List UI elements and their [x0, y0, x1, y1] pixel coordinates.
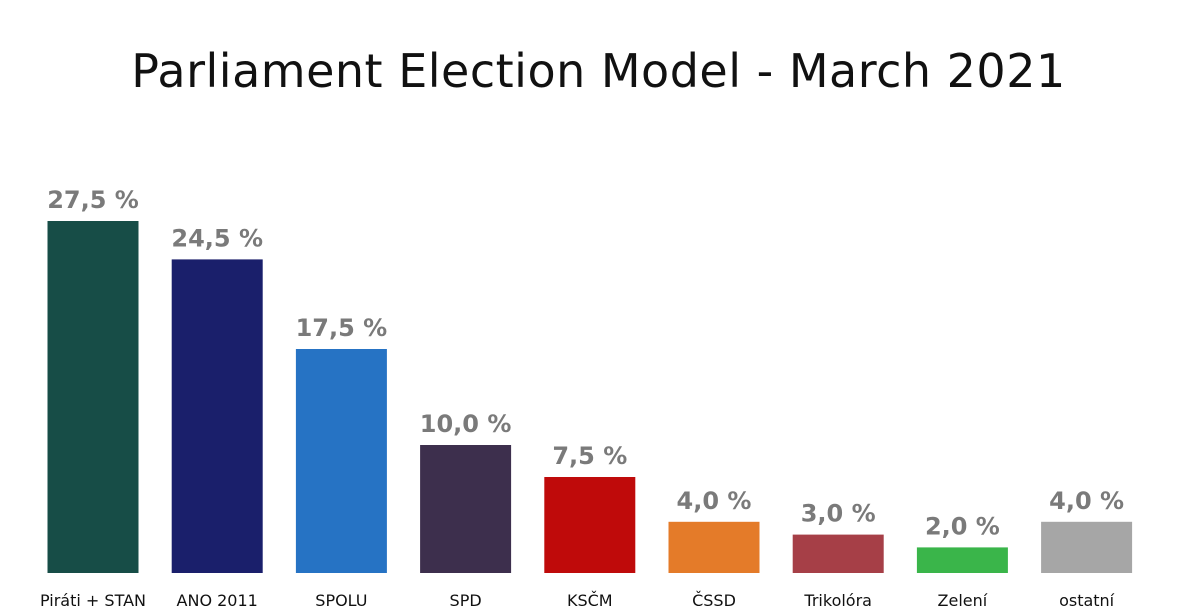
category-label-3: SPD [450, 591, 482, 610]
category-label-7: Zelení [938, 591, 988, 610]
category-label-8: ostatní [1059, 591, 1115, 610]
bar-8 [1041, 521, 1133, 573]
category-label-2: SPOLU [315, 591, 367, 610]
value-label-2: 17,5 % [296, 314, 388, 342]
bar-0 [47, 221, 139, 573]
bar-7 [916, 547, 1008, 573]
value-label-5: 4,0 % [677, 487, 752, 515]
value-label-3: 10,0 % [420, 410, 512, 438]
category-label-5: ČSSD [692, 591, 736, 610]
value-label-4: 7,5 % [552, 442, 627, 470]
value-label-1: 24,5 % [171, 224, 263, 252]
value-label-6: 3,0 % [801, 500, 876, 528]
category-label-1: ANO 2011 [177, 591, 258, 610]
value-label-8: 4,0 % [1049, 487, 1124, 515]
bar-4 [544, 477, 636, 573]
bar-5 [668, 521, 760, 573]
bar-1 [171, 259, 263, 573]
category-label-4: KSČM [567, 591, 613, 610]
bar-3 [420, 445, 512, 573]
category-label-6: Trikolóra [803, 591, 872, 610]
bar-6 [792, 534, 884, 573]
category-label-0: Piráti + STAN [40, 591, 146, 610]
chart-title: Parliament Election Model - March 2021 [131, 44, 1066, 98]
value-label-0: 27,5 % [47, 186, 139, 214]
bar-2 [295, 349, 387, 573]
value-label-7: 2,0 % [925, 512, 1000, 540]
